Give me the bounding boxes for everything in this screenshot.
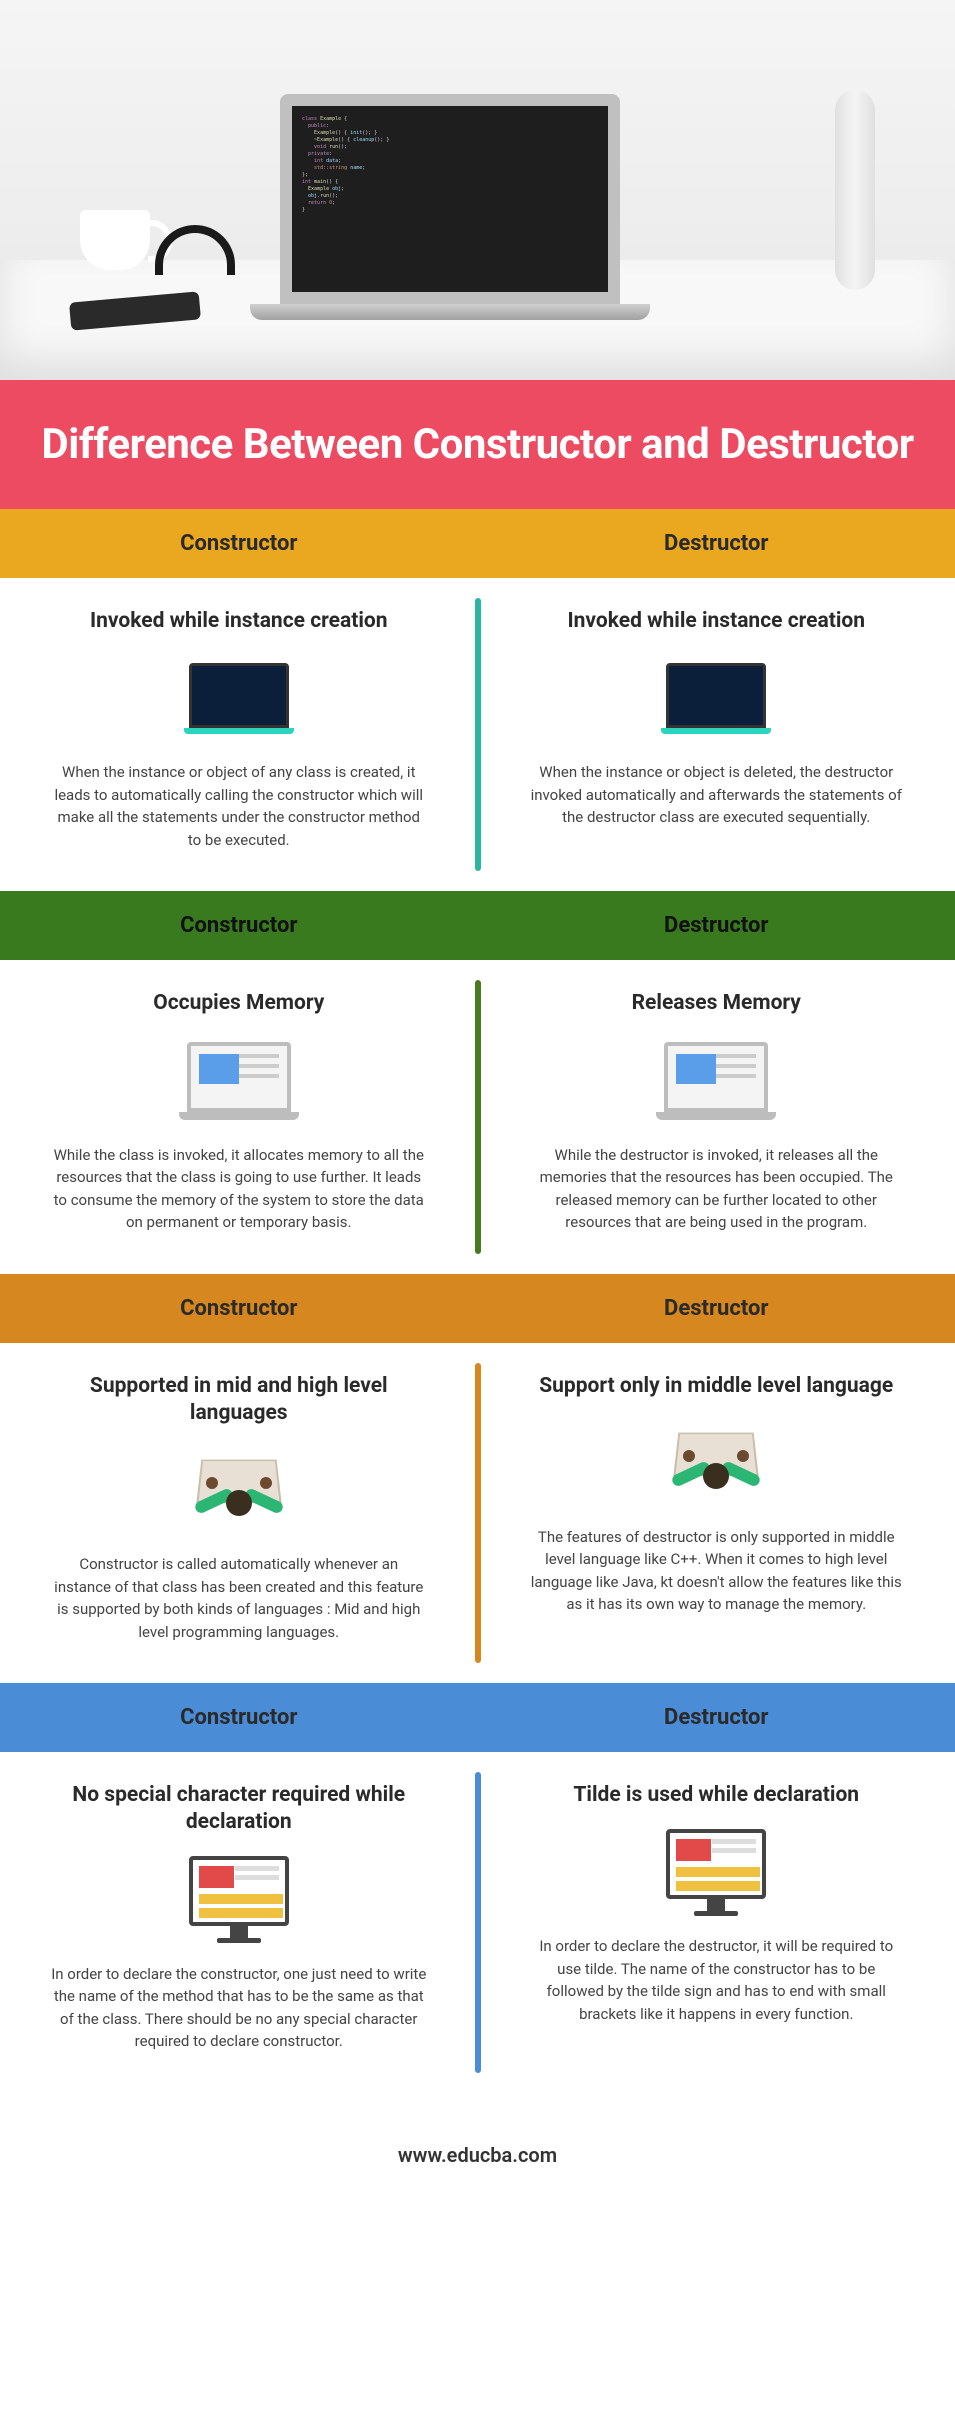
comparison-section: Supported in mid and high level language… bbox=[0, 1343, 955, 1684]
comparison-section: No special character required while decl… bbox=[0, 1752, 955, 2093]
left-title: Invoked while instance creation bbox=[50, 608, 428, 635]
section-header: ConstructorDestructor bbox=[0, 1274, 955, 1343]
divider bbox=[475, 1772, 481, 2073]
sections-container: ConstructorDestructorInvoked while insta… bbox=[0, 509, 955, 2093]
laptop-icon bbox=[661, 663, 771, 734]
header-left: Constructor bbox=[0, 531, 478, 556]
header-right: Destructor bbox=[478, 1296, 955, 1321]
right-column: Releases Memory While the destructor is i… bbox=[478, 990, 955, 1233]
right-body: The features of destructor is only suppo… bbox=[528, 1526, 906, 1616]
left-body: While the class is invoked, it allocates… bbox=[50, 1144, 428, 1234]
right-body: While the destructor is invoked, it rele… bbox=[528, 1144, 906, 1234]
left-column: No special character required while decl… bbox=[0, 1782, 478, 2053]
header-right: Destructor bbox=[478, 1705, 955, 1730]
header-left: Constructor bbox=[0, 1705, 478, 1730]
right-column: Tilde is used while declaration In order … bbox=[478, 1782, 955, 2053]
header-right: Destructor bbox=[478, 913, 955, 938]
divider bbox=[475, 1363, 481, 1664]
person-typing-icon bbox=[661, 1418, 771, 1508]
person-typing-icon bbox=[184, 1445, 294, 1535]
header-right: Destructor bbox=[478, 531, 955, 556]
left-body: When the instance or object of any class… bbox=[50, 761, 428, 851]
left-column: Invoked while instance creation When the … bbox=[0, 608, 478, 851]
hero-scene: class Example { public: Example() { init… bbox=[0, 0, 955, 380]
left-column: Occupies Memory While the class is invoke… bbox=[0, 990, 478, 1233]
right-column: Invoked while instance creation When the … bbox=[478, 608, 955, 851]
right-title: Releases Memory bbox=[528, 990, 906, 1017]
section-header: ConstructorDestructor bbox=[0, 891, 955, 960]
divider bbox=[475, 980, 481, 1253]
laptop-icon bbox=[656, 1042, 776, 1120]
comparison-section: Occupies Memory While the class is invoke… bbox=[0, 960, 955, 1273]
left-body: In order to declare the constructor, one… bbox=[50, 1963, 428, 2053]
comparison-section: Invoked while instance creation When the … bbox=[0, 578, 955, 891]
right-body: In order to declare the destructor, it w… bbox=[528, 1935, 906, 2025]
right-body: When the instance or object is deleted, … bbox=[528, 761, 906, 829]
left-body: Constructor is called automatically when… bbox=[50, 1553, 428, 1643]
left-title: No special character required while decl… bbox=[50, 1782, 428, 1837]
header-left: Constructor bbox=[0, 1296, 478, 1321]
right-title: Invoked while instance creation bbox=[528, 608, 906, 635]
left-column: Supported in mid and high level language… bbox=[0, 1373, 478, 1644]
left-title: Supported in mid and high level language… bbox=[50, 1373, 428, 1428]
left-title: Occupies Memory bbox=[50, 990, 428, 1017]
right-title: Support only in middle level language bbox=[528, 1373, 906, 1400]
right-title: Tilde is used while declaration bbox=[528, 1782, 906, 1809]
monitor-icon bbox=[184, 1856, 294, 1943]
section-header: ConstructorDestructor bbox=[0, 1683, 955, 1752]
monitor-icon bbox=[661, 1829, 771, 1916]
section-header: ConstructorDestructor bbox=[0, 509, 955, 578]
header-left: Constructor bbox=[0, 913, 478, 938]
laptop-icon bbox=[179, 1042, 299, 1120]
laptop-icon bbox=[184, 663, 294, 734]
page-title: Difference Between Constructor and Destr… bbox=[0, 380, 955, 509]
footer-url: www.educba.com bbox=[0, 2093, 955, 2217]
hero-image: class Example { public: Example() { init… bbox=[0, 0, 955, 380]
right-column: Support only in middle level language The… bbox=[478, 1373, 955, 1644]
divider bbox=[475, 598, 481, 871]
